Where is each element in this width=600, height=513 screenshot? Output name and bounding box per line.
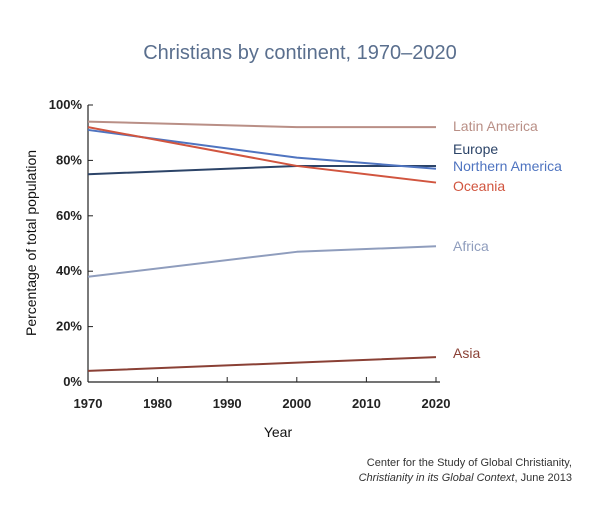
series-lines bbox=[87, 120, 437, 372]
series-line-northern-america bbox=[87, 128, 437, 170]
source-line-1: Center for the Study of Global Christian… bbox=[366, 457, 572, 469]
x-tick-label: 2010 bbox=[352, 396, 381, 411]
x-axis-label: Year bbox=[264, 424, 293, 440]
series-line-latin-america bbox=[87, 120, 436, 129]
series-label-asia: Asia bbox=[453, 345, 480, 361]
source-publication: Christianity in its Global Context bbox=[358, 472, 515, 484]
y-tick-label: 80% bbox=[56, 152, 82, 167]
series-label-oceania: Oceania bbox=[453, 178, 505, 194]
y-tick-label: 60% bbox=[56, 208, 82, 223]
series-line-asia bbox=[87, 356, 437, 372]
series-label-africa: Africa bbox=[453, 238, 489, 254]
series-label-northern-america: Northern America bbox=[453, 158, 562, 174]
series-line-europe bbox=[87, 164, 436, 176]
series-line-oceania bbox=[87, 126, 437, 184]
x-tick-label: 2000 bbox=[282, 396, 311, 411]
source-line-2: Christianity in its Global Context, June… bbox=[359, 471, 572, 486]
series-label-europe: Europe bbox=[453, 141, 498, 157]
source-note: Center for the Study of Global Christian… bbox=[359, 456, 572, 486]
axes: 0% 20% 40% 60% 80% 100% 1970 1980 1990 2000 2010 20… bbox=[49, 97, 451, 411]
y-axis-label: Percentage of total population bbox=[23, 150, 39, 336]
x-tick-label: 1990 bbox=[213, 396, 242, 411]
x-tick-label: 1970 bbox=[74, 396, 103, 411]
y-tick-label: 40% bbox=[56, 263, 82, 278]
chart-title: Christians by continent, 1970–2020 bbox=[143, 42, 457, 64]
y-tick-label: 0% bbox=[63, 374, 82, 389]
x-tick-label: 1980 bbox=[143, 396, 172, 411]
y-tick-label: 20% bbox=[56, 319, 82, 334]
series-label-latin-america: Latin America bbox=[453, 118, 538, 134]
x-tick-label: 2020 bbox=[422, 396, 451, 411]
y-tick-label: 100% bbox=[49, 97, 83, 112]
source-date: , June 2013 bbox=[514, 472, 573, 484]
series-line-africa bbox=[87, 245, 437, 278]
